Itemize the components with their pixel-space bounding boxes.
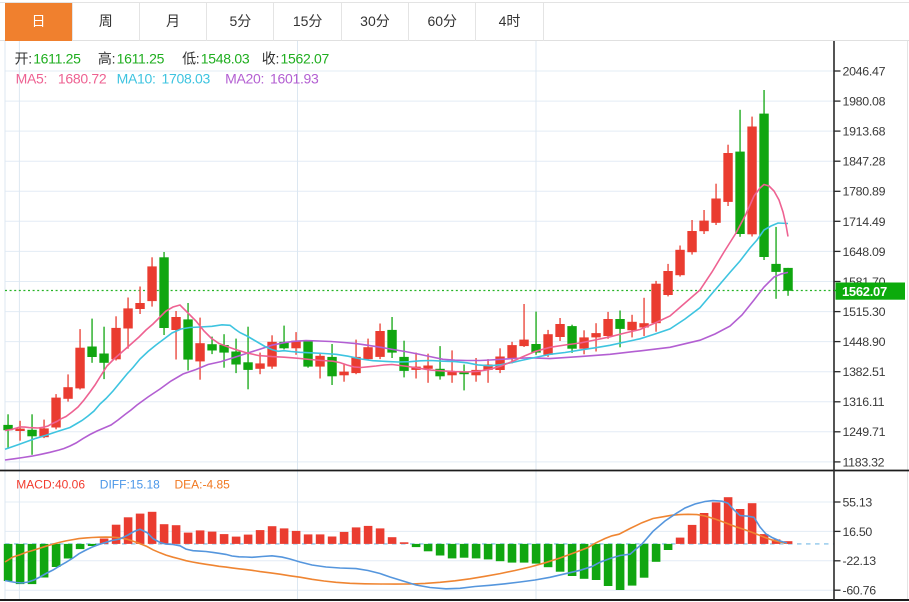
- svg-text:开:: 开:: [15, 50, 32, 66]
- svg-text:1382.51: 1382.51: [843, 365, 886, 379]
- svg-text:1780.89: 1780.89: [843, 185, 886, 199]
- svg-text:-60.76: -60.76: [843, 584, 877, 598]
- svg-text:收:: 收:: [262, 50, 279, 66]
- svg-text:1448.90: 1448.90: [843, 335, 886, 349]
- svg-text:1562.07: 1562.07: [281, 50, 330, 66]
- svg-text:1611.25: 1611.25: [33, 50, 81, 66]
- svg-text:1316.11: 1316.11: [843, 395, 885, 409]
- svg-text:1601.93: 1601.93: [270, 70, 319, 86]
- svg-text:1249.71: 1249.71: [843, 425, 886, 439]
- svg-text:1562.07: 1562.07: [842, 284, 887, 299]
- svg-text:1515.30: 1515.30: [843, 305, 886, 319]
- svg-text:1708.03: 1708.03: [162, 70, 211, 86]
- svg-text:1611.25: 1611.25: [117, 50, 165, 66]
- svg-text:DEA:-4.85: DEA:-4.85: [175, 478, 231, 492]
- svg-text:1548.03: 1548.03: [201, 50, 250, 66]
- svg-text:1913.68: 1913.68: [843, 125, 886, 139]
- svg-text:MA5:: MA5:: [16, 70, 47, 86]
- svg-text:1714.49: 1714.49: [843, 215, 886, 229]
- svg-text:16.50: 16.50: [843, 525, 873, 539]
- svg-text:1648.09: 1648.09: [843, 245, 886, 259]
- svg-text:1980.08: 1980.08: [843, 95, 886, 109]
- svg-text:高:: 高:: [98, 50, 115, 66]
- svg-text:MA20:: MA20:: [225, 70, 264, 86]
- svg-text:MA10:: MA10:: [117, 70, 156, 86]
- svg-text:低:: 低:: [182, 50, 199, 66]
- svg-text:55.13: 55.13: [843, 495, 873, 509]
- svg-text:1680.72: 1680.72: [58, 70, 107, 86]
- svg-text:MACD:40.06: MACD:40.06: [16, 478, 85, 492]
- svg-text:-22.13: -22.13: [843, 554, 877, 568]
- svg-text:1847.28: 1847.28: [843, 155, 886, 169]
- svg-text:DIFF:15.18: DIFF:15.18: [100, 478, 160, 492]
- svg-text:1183.32: 1183.32: [843, 455, 885, 469]
- svg-text:2046.47: 2046.47: [843, 64, 886, 78]
